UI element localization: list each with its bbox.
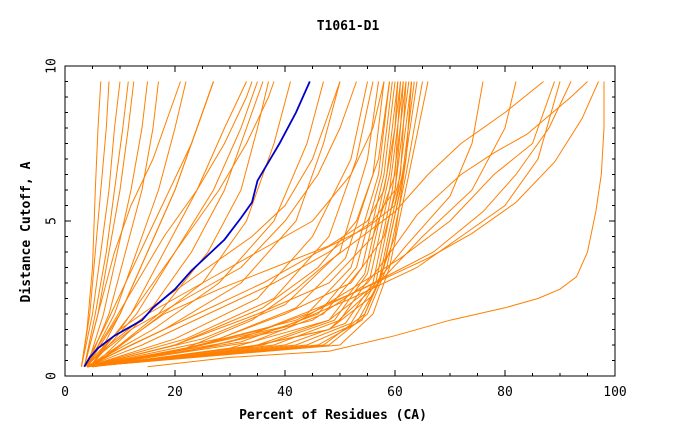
series-line-10 <box>89 81 247 368</box>
highlight-series <box>83 81 311 368</box>
series-line-22 <box>86 81 393 368</box>
series-line-25 <box>86 81 401 368</box>
x-tick-label: 40 <box>277 385 293 400</box>
x-axis-ticks: 0 20 40 60 80 100 <box>61 66 627 400</box>
y-tick-label: 5 <box>45 217 60 225</box>
y-tick-label: 0 <box>45 372 60 380</box>
series-line-52 <box>92 81 588 368</box>
series-line-54 <box>92 81 484 368</box>
x-tick-label: 80 <box>497 385 513 400</box>
series-line-44 <box>83 81 181 367</box>
series-line-35 <box>86 81 404 368</box>
series-line-8 <box>86 81 187 367</box>
y-tick-label: 10 <box>45 58 60 74</box>
series-line-3 <box>81 81 121 367</box>
series-line-39 <box>83 81 341 368</box>
series-line-19 <box>86 81 379 368</box>
series-line-49 <box>92 81 561 368</box>
highlight-line <box>83 81 311 368</box>
series-line-34 <box>86 81 412 368</box>
chart-title: T1061-D1 <box>317 19 380 34</box>
series-line-57 <box>147 81 605 368</box>
series-line-40 <box>83 81 357 368</box>
series-line-21 <box>86 81 390 368</box>
series-line-43 <box>83 81 253 367</box>
series-line-6 <box>86 81 148 367</box>
series-line-41 <box>86 81 399 368</box>
series-line-32 <box>86 81 423 368</box>
series-line-27 <box>86 81 407 368</box>
series-line-23 <box>86 81 396 368</box>
series-line-15 <box>86 81 324 368</box>
series-line-16 <box>86 81 341 368</box>
x-axis-label: Percent of Residues (CA) <box>239 408 427 423</box>
series-line-2 <box>81 81 110 367</box>
series-line-7 <box>86 81 159 367</box>
series-lines <box>81 81 605 368</box>
x-tick-label: 100 <box>603 385 626 400</box>
series-line-50 <box>92 81 572 368</box>
y-axis-label: Distance Cutoff, A <box>19 161 34 302</box>
x-tick-label: 60 <box>387 385 403 400</box>
series-line-47 <box>92 81 214 367</box>
series-line-48 <box>86 81 275 368</box>
series-line-56 <box>92 81 599 368</box>
series-line-55 <box>92 81 544 368</box>
series-line-4 <box>83 81 129 367</box>
series-line-38 <box>83 81 385 368</box>
x-tick-label: 0 <box>61 385 69 400</box>
series-line-45 <box>86 81 390 368</box>
series-line-14 <box>92 81 291 368</box>
series-line-29 <box>86 81 412 368</box>
series-line-13 <box>92 81 269 368</box>
series-line-53 <box>92 81 517 368</box>
series-line-33 <box>86 81 429 368</box>
y-axis-ticks: 0 5 10 <box>45 58 615 380</box>
x-tick-label: 20 <box>167 385 183 400</box>
series-line-17 <box>86 81 368 368</box>
